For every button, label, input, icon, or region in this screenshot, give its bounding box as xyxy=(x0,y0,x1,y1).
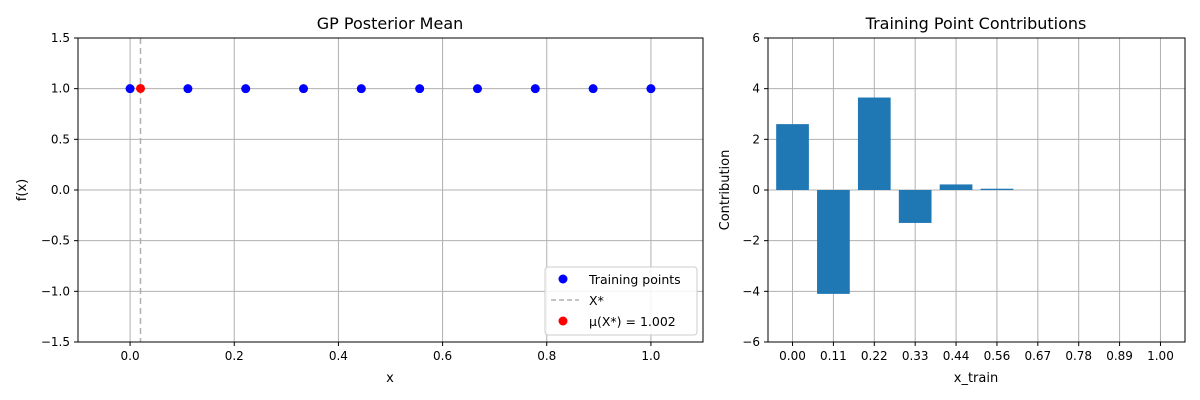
legend-marker-mu xyxy=(558,316,568,326)
plot1-title: GP Posterior Mean xyxy=(317,14,464,33)
legend-marker-training-points xyxy=(558,274,568,284)
plot1-ticks: 0.0 0.2 0.4 0.6 0.8 1.0 1.5 1.0 0.5 0.0 −0.5 −1.0 −1… xyxy=(41,31,661,363)
contribution-bar xyxy=(939,184,973,190)
plot2-title: Training Point Contributions xyxy=(865,14,1087,33)
mu-xstar-marker xyxy=(136,83,145,93)
plot1-xtick-label: 0.8 xyxy=(537,349,556,363)
plot1-xtick-label: 0.4 xyxy=(329,349,348,363)
training-point-marker xyxy=(356,84,366,94)
plot1-ytick-label: 0.5 xyxy=(51,132,70,146)
legend-label-mu: μ(X*) = 1.002 xyxy=(589,314,676,329)
plot1-ylabel: f(x) xyxy=(15,179,30,201)
plot2-xtick-label: 0.78 xyxy=(1065,349,1092,363)
plot2-xlabel: x_train xyxy=(954,371,998,386)
plot1-ytick-label: 1.5 xyxy=(51,31,70,45)
gp-posterior-plot: GP Posterior Mean 0.0 0.2 0.4 0.6 0.8 1.0 1.5 1… xyxy=(15,14,704,386)
plot2-ytick-label: −4 xyxy=(742,284,760,298)
legend-box xyxy=(544,266,698,336)
training-point-marker xyxy=(183,84,193,94)
legend-label-training-points: Training points xyxy=(588,272,681,287)
contribution-bar xyxy=(817,190,850,294)
plot1-ytick-label: −1.5 xyxy=(41,335,70,349)
training-point-marker xyxy=(646,84,656,94)
plot1-xtick-label: 0.0 xyxy=(121,349,140,363)
contribution-bar xyxy=(898,190,932,223)
plot2-xtick-label: 0.56 xyxy=(984,349,1011,363)
plot2-ytick-label: 6 xyxy=(752,31,760,45)
plot2-xtick-label: 0.89 xyxy=(1106,349,1133,363)
plot1-frame xyxy=(77,37,704,343)
contribution-bar xyxy=(980,188,1014,190)
plot2-xtick-label: 0.33 xyxy=(902,349,929,363)
plot1-xtick-label: 0.6 xyxy=(433,349,452,363)
training-point-marker xyxy=(125,84,135,94)
plot2-xtick-label: 0.67 xyxy=(1024,349,1051,363)
training-point-marker xyxy=(472,84,482,94)
plot1-ytick-label: −0.5 xyxy=(41,234,70,248)
plot2-frame xyxy=(767,37,1186,343)
plot1-xlabel: x xyxy=(386,371,394,386)
plot1-marks xyxy=(125,38,656,342)
plot2-ytick-label: −2 xyxy=(742,234,760,248)
training-point-marker xyxy=(588,84,598,94)
plot1-legend: Training points X* μ(X*) = 1.002 xyxy=(544,266,698,336)
plot1-ytick-label: 0.0 xyxy=(51,183,70,197)
legend-label-xstar: X* xyxy=(589,293,604,308)
plot2-ticks: 6 4 2 0 −2 −4 −6 0.00 0.11 0.22 0.33 0.44 0.56 0.67 0.… xyxy=(742,31,1174,363)
plot2-marks xyxy=(776,97,1014,294)
contribution-bar xyxy=(857,97,891,190)
plot1-ytick-label: 1.0 xyxy=(51,82,70,96)
contribution-bar xyxy=(776,124,809,190)
plot2-xtick-label: 0.00 xyxy=(779,349,806,363)
plot1-xtick-label: 0.2 xyxy=(225,349,244,363)
plot1-ytick-label: −1.0 xyxy=(41,284,70,298)
plot2-ytick-label: 4 xyxy=(752,82,760,96)
plot2-xtick-label: 0.22 xyxy=(861,349,888,363)
training-point-marker xyxy=(530,84,540,94)
plot2-xtick-label: 0.11 xyxy=(820,349,847,363)
contributions-plot: Training Point Contributions 6 4 2 0 −2 −4 −6 0… xyxy=(718,14,1186,386)
plot1-xtick-label: 1.0 xyxy=(641,349,660,363)
plot2-xtick-label: 1.00 xyxy=(1147,349,1174,363)
training-point-marker xyxy=(299,84,309,94)
plot2-ylabel: Contribution xyxy=(718,150,733,231)
plot2-xtick-label: 0.44 xyxy=(943,349,970,363)
plot2-ytick-label: 0 xyxy=(752,183,760,197)
plot2-ytick-label: 2 xyxy=(752,132,760,146)
training-point-marker xyxy=(415,84,425,94)
plot2-ytick-label: −6 xyxy=(742,335,760,349)
training-point-marker xyxy=(241,84,251,94)
